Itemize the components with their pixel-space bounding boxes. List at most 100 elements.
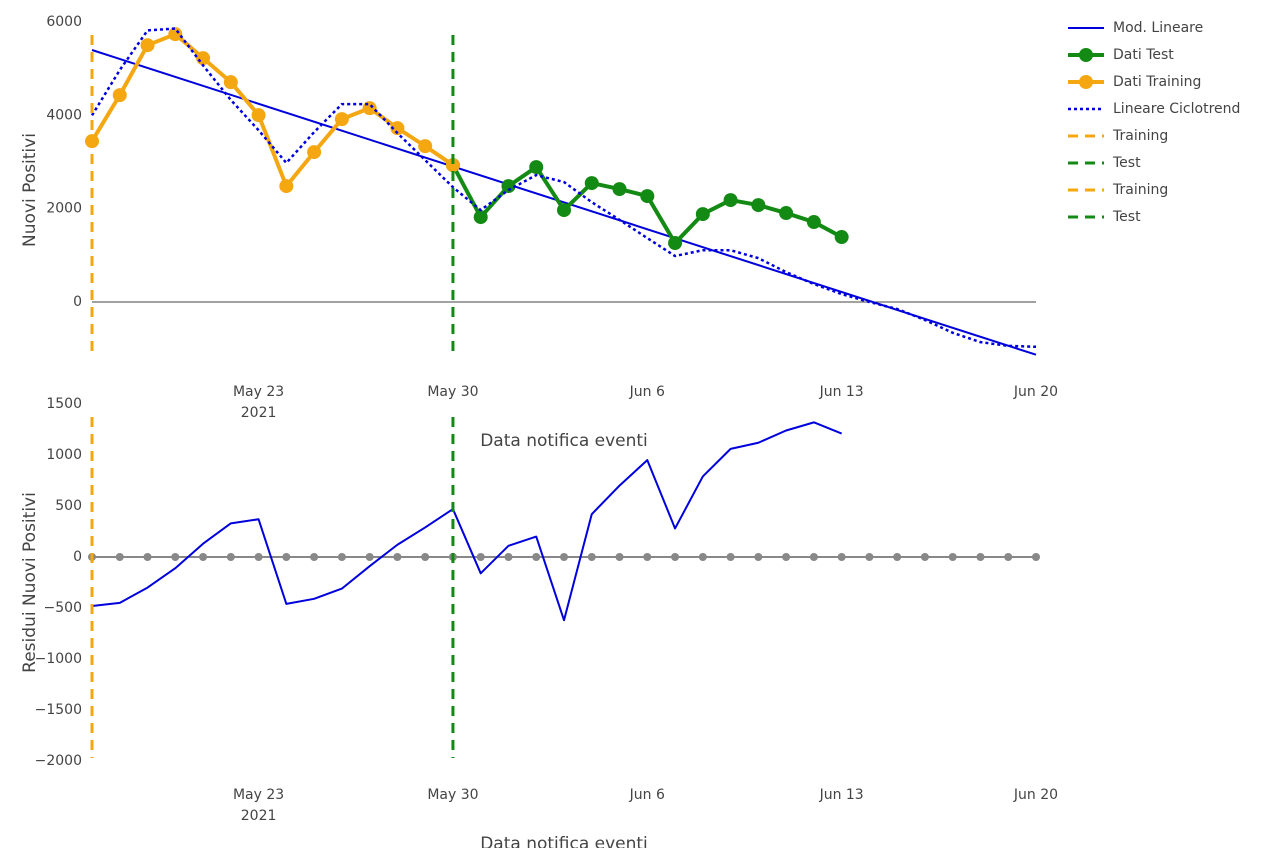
y-tick-label: −1000 (35, 651, 82, 667)
data-point (199, 553, 208, 561)
data-point (532, 553, 541, 561)
data-point (751, 198, 766, 213)
data-point (698, 553, 707, 561)
data-point (865, 553, 874, 561)
data-point (171, 553, 180, 561)
data-point (920, 553, 929, 561)
data-point (112, 88, 127, 103)
legend-label: Mod. Lineare (1113, 20, 1203, 36)
legend-label: Test (1112, 155, 1141, 171)
legend-label: Lineare Ciclotrend (1113, 101, 1240, 117)
data-point (782, 553, 791, 561)
legend-label: Dati Test (1113, 47, 1174, 63)
legend-label: Training (1112, 182, 1168, 198)
data-line (451, 164, 843, 246)
y-tick-label: 0 (73, 294, 82, 310)
data-point (476, 553, 485, 561)
data-point (168, 27, 183, 42)
data-point (501, 179, 516, 194)
x-tick-label: Jun 6 (629, 384, 665, 400)
legend-item: Training (1068, 128, 1168, 144)
legend-label: Training (1112, 128, 1168, 144)
data-line (91, 421, 843, 622)
x-tick-label: Jun 20 (1013, 384, 1058, 400)
y-tick-label: 1000 (46, 447, 82, 463)
data-point (640, 189, 655, 204)
legend-item: Lineare Ciclotrend (1068, 101, 1240, 117)
data-point (504, 553, 513, 561)
data-point (251, 108, 266, 123)
data-point (668, 236, 683, 251)
y-tick-label: −1500 (35, 702, 82, 718)
data-point (1032, 553, 1040, 561)
data-line (91, 49, 1037, 356)
data-point (445, 158, 460, 173)
data-point (723, 193, 738, 208)
data-point (557, 203, 571, 218)
data-point (362, 101, 377, 116)
legend-item: Test (1068, 155, 1141, 171)
legend-item: Dati Test (1068, 47, 1174, 63)
y-axis-title: Residui Nuovi Positivi (20, 492, 40, 673)
data-point (976, 553, 985, 561)
x-tick-label: May 23 (233, 384, 284, 400)
data-point (418, 139, 433, 154)
data-point (834, 230, 849, 245)
x-tick-label: May 30 (427, 787, 478, 803)
data-point (1004, 553, 1013, 561)
data-point (948, 553, 957, 561)
data-point (612, 182, 627, 197)
data-point (726, 553, 735, 561)
data-point (695, 207, 710, 222)
data-point (226, 553, 235, 561)
x-year-label: 2021 (241, 405, 277, 421)
x-year-label: 2021 (241, 808, 277, 824)
legend-marker (1079, 75, 1093, 89)
data-point (282, 553, 291, 561)
data-point (115, 553, 124, 561)
y-tick-label: 2000 (46, 201, 82, 217)
legend-label: Dati Training (1113, 74, 1201, 90)
data-point (615, 553, 624, 561)
data-point (473, 210, 488, 225)
legend-item: Test (1068, 209, 1141, 225)
data-point (307, 145, 322, 160)
data-point (529, 160, 544, 175)
data-line (90, 32, 455, 189)
data-point (223, 75, 238, 90)
data-point (196, 51, 211, 66)
data-point (893, 553, 902, 561)
x-tick-label: Jun 13 (819, 384, 864, 400)
data-point (779, 206, 794, 221)
data-point (560, 553, 568, 561)
y-tick-label: 1500 (46, 396, 82, 412)
data-point (279, 179, 294, 194)
data-point (837, 553, 846, 561)
legend-item: Mod. Lineare (1068, 20, 1203, 36)
data-point (809, 553, 818, 561)
y-tick-label: 4000 (46, 107, 82, 123)
x-axis-title: Data notifica eventi (480, 834, 648, 848)
data-point (390, 121, 405, 136)
legend-label: Test (1112, 209, 1141, 225)
x-tick-label: May 30 (427, 384, 478, 400)
y-tick-label: 500 (55, 498, 82, 514)
data-point (643, 553, 652, 561)
legend-item: Dati Training (1068, 74, 1201, 90)
data-point (393, 553, 402, 561)
x-tick-label: Jun 20 (1013, 787, 1058, 803)
data-point (587, 553, 596, 561)
data-point (421, 553, 430, 561)
legend-marker (1079, 48, 1093, 62)
y-tick-label: 6000 (46, 14, 82, 30)
data-point (140, 38, 155, 53)
y-tick-label: −2000 (35, 753, 82, 769)
data-point (310, 553, 319, 561)
x-tick-label: Jun 6 (629, 787, 665, 803)
data-line (90, 27, 1037, 349)
y-tick-label: −500 (44, 600, 82, 616)
data-point (365, 553, 374, 561)
data-point (337, 553, 346, 561)
y-tick-label: 0 (73, 549, 82, 565)
